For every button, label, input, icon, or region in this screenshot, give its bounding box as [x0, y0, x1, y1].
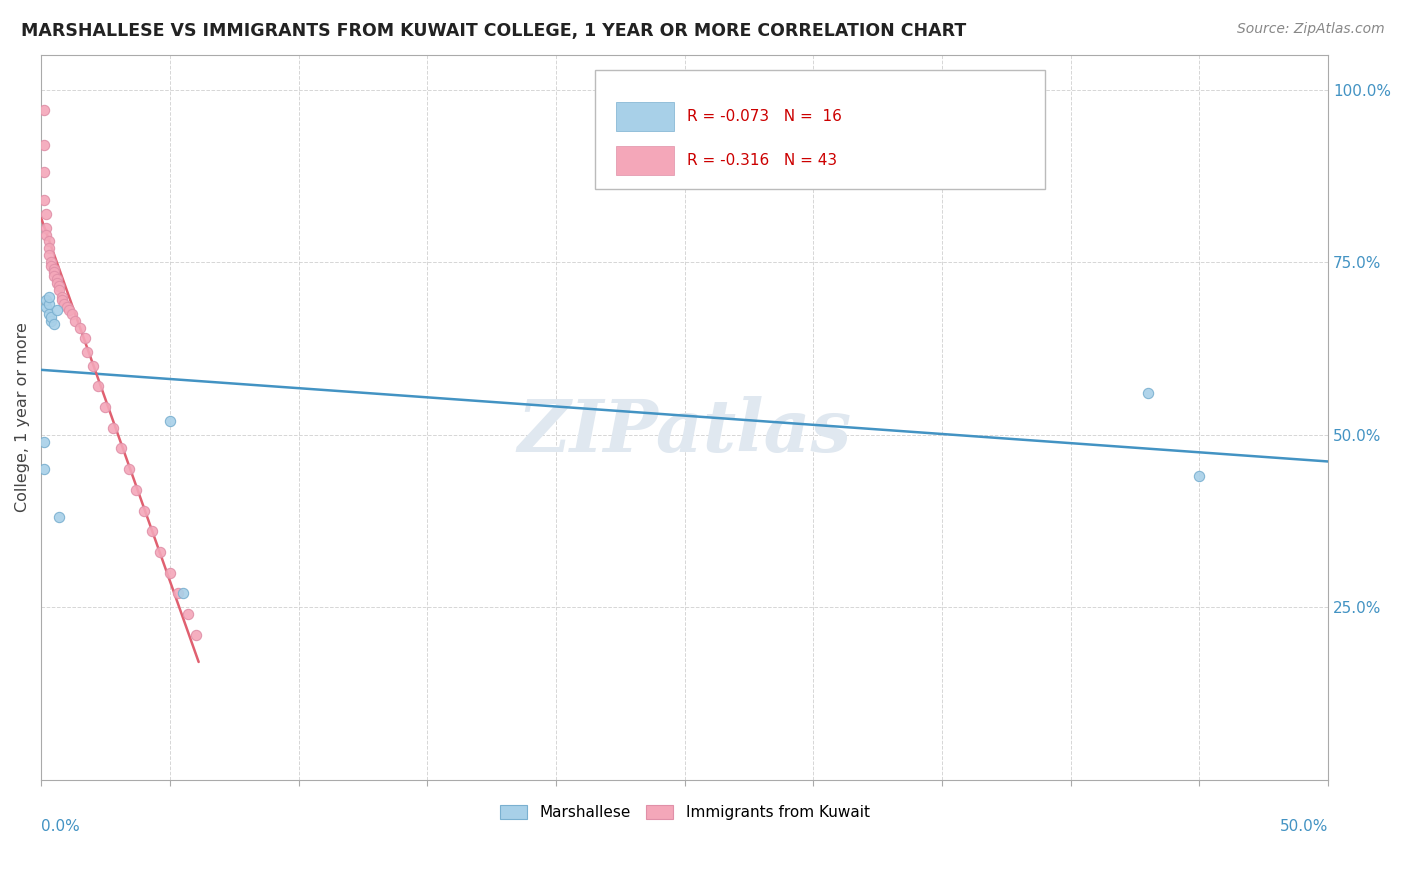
- Point: [94, 400, 117, 414]
- Point: [38, 290, 60, 304]
- Point: [41, 259, 63, 273]
- Point: [184, 628, 207, 642]
- Text: R = -0.316   N = 43: R = -0.316 N = 43: [688, 153, 838, 168]
- Point: [32, 462, 55, 476]
- Point: [42, 317, 65, 331]
- Point: [148, 545, 170, 559]
- Point: [87, 379, 110, 393]
- Point: [177, 607, 200, 621]
- Point: [32, 434, 55, 449]
- Point: [51, 293, 73, 307]
- Point: [41, 310, 63, 325]
- Point: [42, 262, 65, 277]
- Text: 50.0%: 50.0%: [1279, 820, 1329, 835]
- Point: [41, 314, 63, 328]
- Point: [110, 442, 132, 456]
- Point: [32, 165, 55, 179]
- Point: [132, 503, 155, 517]
- Point: [63, 314, 86, 328]
- Point: [159, 414, 181, 428]
- Point: [76, 344, 98, 359]
- Point: [45, 276, 67, 290]
- Point: [42, 265, 65, 279]
- Point: [32, 193, 55, 207]
- Point: [42, 268, 65, 283]
- Point: [60, 307, 83, 321]
- Point: [48, 279, 70, 293]
- Point: [125, 483, 148, 497]
- Point: [35, 220, 58, 235]
- Point: [117, 462, 139, 476]
- Point: [41, 255, 63, 269]
- Point: [32, 103, 55, 118]
- Point: [69, 320, 91, 334]
- Point: [35, 207, 58, 221]
- Text: ZIPatlas: ZIPatlas: [517, 396, 852, 467]
- Point: [38, 248, 60, 262]
- Point: [73, 331, 96, 345]
- Point: [38, 235, 60, 249]
- Text: MARSHALLESE VS IMMIGRANTS FROM KUWAIT COLLEGE, 1 YEAR OR MORE CORRELATION CHART: MARSHALLESE VS IMMIGRANTS FROM KUWAIT CO…: [21, 22, 966, 40]
- Point: [58, 303, 80, 318]
- Point: [45, 303, 67, 318]
- Point: [35, 300, 58, 314]
- Point: [103, 421, 125, 435]
- Point: [141, 524, 163, 539]
- FancyBboxPatch shape: [616, 145, 675, 175]
- Point: [48, 283, 70, 297]
- Point: [159, 566, 181, 580]
- Point: [53, 296, 76, 310]
- Point: [32, 137, 55, 152]
- FancyBboxPatch shape: [595, 70, 1045, 189]
- Point: [166, 586, 188, 600]
- Point: [82, 359, 104, 373]
- Y-axis label: College, 1 year or more: College, 1 year or more: [15, 322, 30, 512]
- Text: Source: ZipAtlas.com: Source: ZipAtlas.com: [1237, 22, 1385, 37]
- Point: [172, 586, 194, 600]
- Point: [56, 300, 79, 314]
- Point: [48, 510, 70, 524]
- Point: [38, 296, 60, 310]
- Point: [38, 307, 60, 321]
- Point: [1136, 386, 1159, 401]
- Point: [1188, 469, 1211, 483]
- Point: [38, 241, 60, 255]
- Text: 0.0%: 0.0%: [41, 820, 80, 835]
- Text: R = -0.073   N =  16: R = -0.073 N = 16: [688, 109, 842, 124]
- FancyBboxPatch shape: [616, 103, 675, 131]
- Point: [35, 227, 58, 242]
- Point: [51, 290, 73, 304]
- Legend: Marshallese, Immigrants from Kuwait: Marshallese, Immigrants from Kuwait: [494, 799, 876, 826]
- Point: [45, 272, 67, 286]
- Point: [35, 293, 58, 307]
